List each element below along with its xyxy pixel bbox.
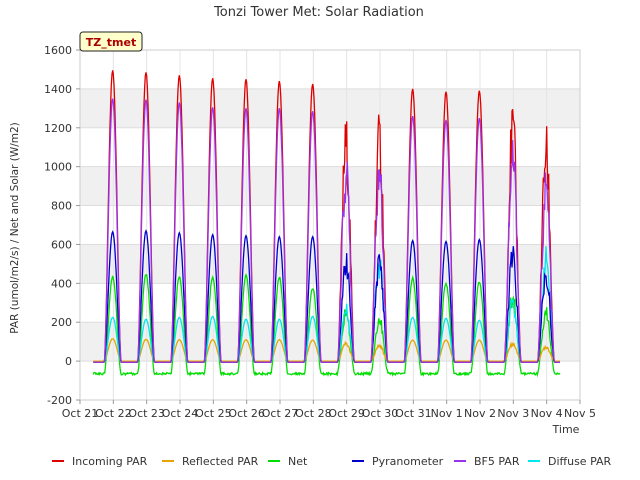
x-tick-label: Oct 24 (162, 407, 199, 420)
plot-band (80, 244, 580, 284)
x-tick-label: Oct 21 (62, 407, 99, 420)
legend-label: Reflected PAR (182, 455, 259, 468)
legend-label: Net (288, 455, 308, 468)
plot-band (80, 322, 580, 362)
plot-band (80, 88, 580, 128)
x-tick-label: Nov 1 (431, 407, 463, 420)
x-tick-label: Oct 22 (95, 407, 132, 420)
x-tick-label: Oct 29 (328, 407, 365, 420)
legend-label: Incoming PAR (72, 455, 148, 468)
x-tick-label: Oct 25 (195, 407, 232, 420)
x-tick-label: Nov 4 (531, 407, 563, 420)
y-tick-label: 0 (65, 355, 72, 368)
x-tick-label: Oct 31 (395, 407, 432, 420)
plot-band (80, 166, 580, 206)
legend-label: BF5 PAR (474, 455, 520, 468)
y-tick-label: 1600 (44, 44, 72, 57)
x-tick-label: Nov 3 (497, 407, 529, 420)
y-tick-label: 1200 (44, 122, 72, 135)
plot-frame (79, 49, 581, 401)
x-tick-label: Oct 26 (228, 407, 265, 420)
y-axis: -200 0 200 400 600 800 1000 1200 1400 1600 (44, 44, 80, 407)
site-label: TZ_tmet (86, 36, 136, 49)
x-tick-label: Nov 5 (564, 407, 596, 420)
series-line-net (92, 272, 561, 378)
x-tick-label: Oct 23 (128, 407, 165, 420)
legend-label: Pyranometer (372, 455, 444, 468)
y-axis-label: PAR (umol/m2/s) / Net and Solar (W/m2) (9, 122, 21, 334)
series-line-bf5-par (93, 98, 560, 363)
legend-label: Diffuse PAR (548, 455, 612, 468)
plot-bands (80, 88, 580, 362)
legend: Incoming PAR Reflected PAR Net Pyranometer B… (52, 455, 612, 468)
series-layer (92, 70, 561, 378)
y-tick-label: 800 (51, 200, 72, 213)
y-tick-label: -200 (47, 394, 72, 407)
chart-title: Tonzi Tower Met: Solar Radiation (213, 5, 424, 20)
site-label-box: TZ_tmet (79, 31, 143, 52)
y-tick-label: 1400 (44, 83, 72, 96)
y-tick-label: 1000 (44, 161, 72, 174)
x-axis-label: Time (552, 423, 580, 436)
x-tick-label: Oct 27 (262, 407, 299, 420)
x-tick-label: Oct 28 (295, 407, 332, 420)
y-tick-label: 400 (51, 277, 72, 290)
x-tick-label: Nov 2 (464, 407, 496, 420)
x-tick-label: Oct 30 (362, 407, 399, 420)
y-tick-label: 600 (51, 238, 72, 251)
y-tick-label: 200 (51, 316, 72, 329)
